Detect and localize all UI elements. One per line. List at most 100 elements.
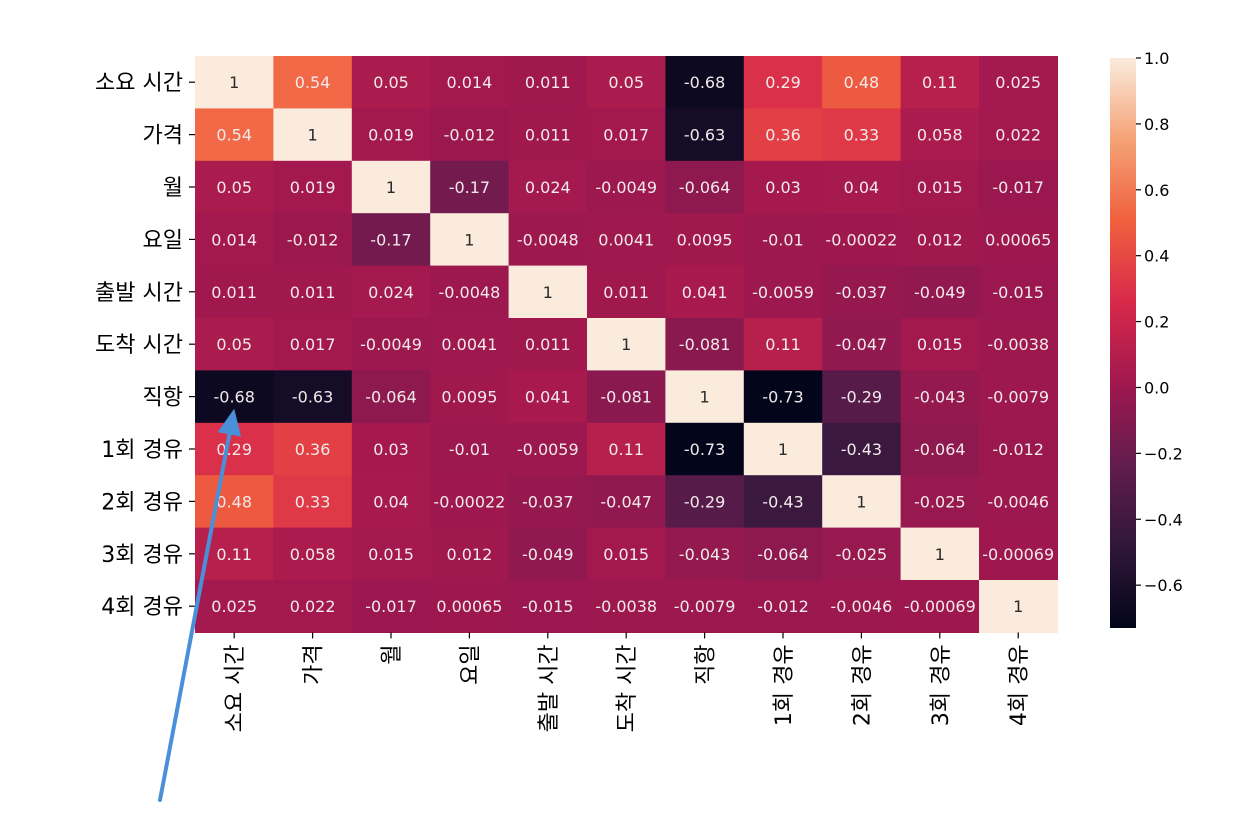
cell-value-label: 0.015 bbox=[603, 545, 649, 564]
cell-value-label: 0.015 bbox=[917, 178, 963, 197]
colorbar-tick-label: 0.8 bbox=[1144, 115, 1169, 134]
heatmap-cell bbox=[665, 108, 745, 162]
heatmap-cell bbox=[587, 108, 666, 162]
heatmap-cell bbox=[587, 422, 666, 476]
heatmap-cell bbox=[430, 160, 510, 214]
heatmap-cell bbox=[430, 580, 510, 633]
heatmap-cell bbox=[508, 475, 588, 529]
cell-value-label: 1 bbox=[229, 73, 239, 92]
heatmap-cell bbox=[743, 213, 823, 267]
cell-value-label: 0.48 bbox=[844, 73, 880, 92]
cell-value-label: -0.0049 bbox=[595, 178, 657, 197]
heatmap-cell bbox=[351, 318, 431, 371]
x-tick-label: 요일 bbox=[458, 644, 483, 684]
heatmap-cell bbox=[743, 527, 823, 581]
heatmap-cell bbox=[665, 160, 745, 214]
heatmap-cell bbox=[351, 265, 431, 319]
cell-value-label: -0.012 bbox=[992, 440, 1044, 459]
heatmap-cell bbox=[273, 56, 353, 109]
heatmap-cell bbox=[508, 580, 588, 633]
cell-value-label: 1 bbox=[935, 545, 945, 564]
cell-value-label: -0.63 bbox=[684, 126, 725, 145]
heatmap-cell bbox=[273, 422, 353, 476]
heatmap-cell bbox=[273, 160, 353, 214]
heatmap-cell bbox=[351, 370, 431, 424]
y-tick-label: 소요 시간 bbox=[95, 71, 183, 96]
cell-value-label: 1 bbox=[778, 440, 788, 459]
heatmap-cell bbox=[430, 265, 510, 319]
heatmap-cell bbox=[430, 56, 510, 109]
heatmap-cell bbox=[822, 370, 902, 424]
cell-value-label: -0.049 bbox=[914, 283, 966, 302]
cell-value-label: 0.011 bbox=[290, 283, 336, 302]
cell-value-label: 1 bbox=[543, 283, 553, 302]
cell-value-label: 0.011 bbox=[525, 335, 571, 354]
cell-value-label: -0.29 bbox=[684, 492, 725, 511]
heatmap-cell bbox=[900, 475, 980, 529]
heatmap-cell bbox=[508, 213, 588, 267]
heatmap-cell bbox=[900, 527, 980, 581]
cell-value-label: 0.54 bbox=[216, 126, 252, 145]
cell-value-label: -0.043 bbox=[679, 545, 731, 564]
cell-value-label: -0.0038 bbox=[595, 597, 657, 616]
heatmap-cell bbox=[508, 318, 588, 371]
cell-value-label: -0.00069 bbox=[982, 545, 1054, 564]
heatmap-cell bbox=[351, 580, 431, 633]
heatmap-cell bbox=[587, 475, 666, 529]
heatmap-cell bbox=[273, 527, 353, 581]
cell-value-label: -0.01 bbox=[762, 230, 803, 249]
heatmap-cells: 1 0.54 0.05 0.014 0.011 0.05 -0.68 0.29 0.48 0.11… bbox=[195, 56, 1058, 633]
cell-value-label: -0.43 bbox=[762, 492, 803, 511]
cell-value-label: -0.0059 bbox=[752, 283, 814, 302]
y-tick-label: 요일 bbox=[143, 228, 183, 253]
heatmap-cell bbox=[900, 422, 980, 476]
heatmap-cell bbox=[195, 213, 274, 267]
heatmap-cell bbox=[979, 265, 1058, 319]
heatmap-cell bbox=[665, 213, 745, 267]
cell-value-label: 0.014 bbox=[446, 73, 492, 92]
x-tick-label: 출발 시간 bbox=[537, 644, 562, 732]
heatmap-cell bbox=[195, 318, 274, 371]
heatmap-cell bbox=[979, 422, 1058, 476]
heatmap-cell bbox=[273, 475, 353, 529]
cell-value-label: -0.012 bbox=[287, 230, 339, 249]
cell-value-label: -0.017 bbox=[992, 178, 1044, 197]
arrow-shaft bbox=[158, 432, 232, 802]
heatmap-cell bbox=[743, 108, 823, 162]
cell-value-label: -0.17 bbox=[370, 230, 411, 249]
heatmap-cell bbox=[900, 56, 980, 109]
cell-value-label: -0.0048 bbox=[439, 283, 501, 302]
heatmap-cell bbox=[979, 527, 1058, 581]
cell-value-label: 0.48 bbox=[216, 492, 252, 511]
cell-value-label: -0.064 bbox=[365, 388, 417, 407]
colorbar-tick-label: −0.2 bbox=[1144, 444, 1183, 463]
cell-value-label: 0.024 bbox=[368, 283, 414, 302]
heatmap-cell bbox=[587, 160, 666, 214]
cell-value-label: -0.00022 bbox=[433, 492, 505, 511]
heatmap-cell bbox=[743, 422, 823, 476]
heatmap-cell bbox=[979, 160, 1058, 214]
cell-value-label: 0.00065 bbox=[985, 230, 1051, 249]
heatmap-cell bbox=[979, 213, 1058, 267]
heatmap-cell bbox=[273, 318, 353, 371]
cell-value-label: 0.011 bbox=[525, 126, 571, 145]
cell-value-label: 0.11 bbox=[608, 440, 644, 459]
heatmap-cell bbox=[979, 475, 1058, 529]
heatmap-cell bbox=[900, 265, 980, 319]
arrow-head bbox=[217, 408, 242, 437]
cell-value-label: 0.05 bbox=[608, 73, 644, 92]
heatmap-cell bbox=[351, 213, 431, 267]
cell-value-label: 0.11 bbox=[765, 335, 801, 354]
x-tick-label: 월 bbox=[380, 644, 405, 664]
cell-value-label: -0.064 bbox=[679, 178, 731, 197]
cell-value-label: -0.0059 bbox=[517, 440, 579, 459]
heatmap-cell bbox=[665, 422, 745, 476]
heatmap-cell bbox=[900, 213, 980, 267]
cell-value-label: -0.43 bbox=[841, 440, 882, 459]
cell-value-label: 0.36 bbox=[295, 440, 331, 459]
heatmap-cell bbox=[822, 580, 902, 633]
heatmap-cell bbox=[351, 160, 431, 214]
cell-value-label: -0.025 bbox=[836, 545, 888, 564]
heatmap-cell bbox=[195, 160, 274, 214]
